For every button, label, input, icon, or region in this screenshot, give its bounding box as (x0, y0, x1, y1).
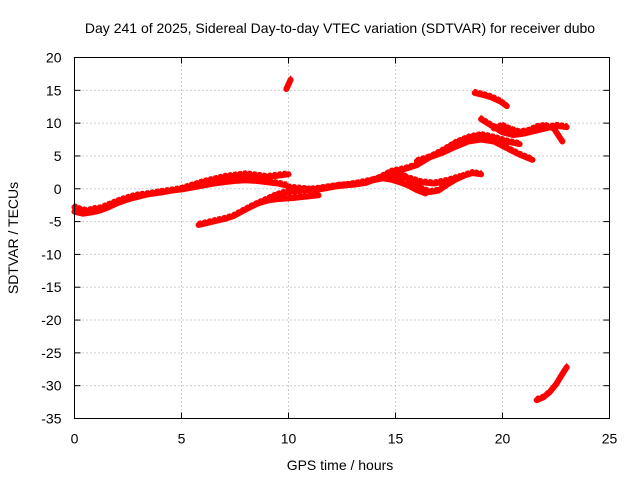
series-line-arc-11 (490, 122, 566, 145)
series-line-arc-13 (533, 364, 570, 404)
grid (74, 57, 610, 419)
y-axis-label: SDTVAR / TECUs (5, 182, 21, 294)
series-line-arc-8 (413, 136, 536, 165)
x-tick-label: 15 (388, 431, 404, 447)
series-edge-arc-11 (492, 121, 564, 140)
series-edge-arc-6 (385, 167, 483, 191)
x-axis-label: GPS time / hours (287, 457, 394, 473)
y-tick-label: -10 (41, 246, 61, 262)
series-line-arc-2 (71, 171, 292, 217)
series-line-arc-6 (383, 168, 485, 196)
x-tick-label: 5 (178, 431, 186, 447)
chart-title: Day 241 of 2025, Sidereal Day-to-day VTE… (85, 20, 595, 36)
series-line-arc-5 (285, 132, 523, 194)
y-tick-label: -15 (41, 279, 61, 295)
series-edge-arc-13 (535, 363, 568, 399)
y-tick-label: -35 (41, 411, 61, 427)
y-tick-label: 10 (46, 115, 62, 131)
series-edge-arc-8 (415, 135, 534, 160)
series-edge-arc-2 (73, 170, 290, 212)
series-edge-arc-9 (473, 88, 508, 105)
y-tick-label: -30 (41, 378, 61, 394)
series-line-arc-12 (283, 76, 294, 92)
y-tick-label: 20 (46, 50, 62, 66)
x-tick-label: 20 (495, 431, 511, 447)
y-tick-label: 0 (54, 181, 62, 197)
series-group (71, 75, 570, 404)
y-tick-label: 15 (46, 82, 62, 98)
series-line-arc-9 (471, 89, 510, 110)
y-tick-labels: 20 15 10 5 0 -5 -10 -15 -20 -25 -30 -35 (41, 50, 61, 427)
series-edge-arc-12 (285, 75, 292, 87)
ticks (74, 57, 610, 419)
series-line-arc-7 (379, 175, 429, 197)
x-tick-label: 25 (602, 431, 618, 447)
x-tick-label: 0 (71, 431, 79, 447)
y-tick-label: -5 (49, 214, 62, 230)
x-tick-labels: 0 5 10 15 20 25 (71, 431, 618, 447)
y-tick-label: -20 (41, 312, 61, 328)
plot-frame (74, 57, 610, 419)
series-edge-arc-7 (381, 174, 427, 192)
y-tick-label: -25 (41, 345, 61, 361)
y-tick-label: 5 (54, 148, 62, 164)
x-tick-label: 10 (281, 431, 297, 447)
